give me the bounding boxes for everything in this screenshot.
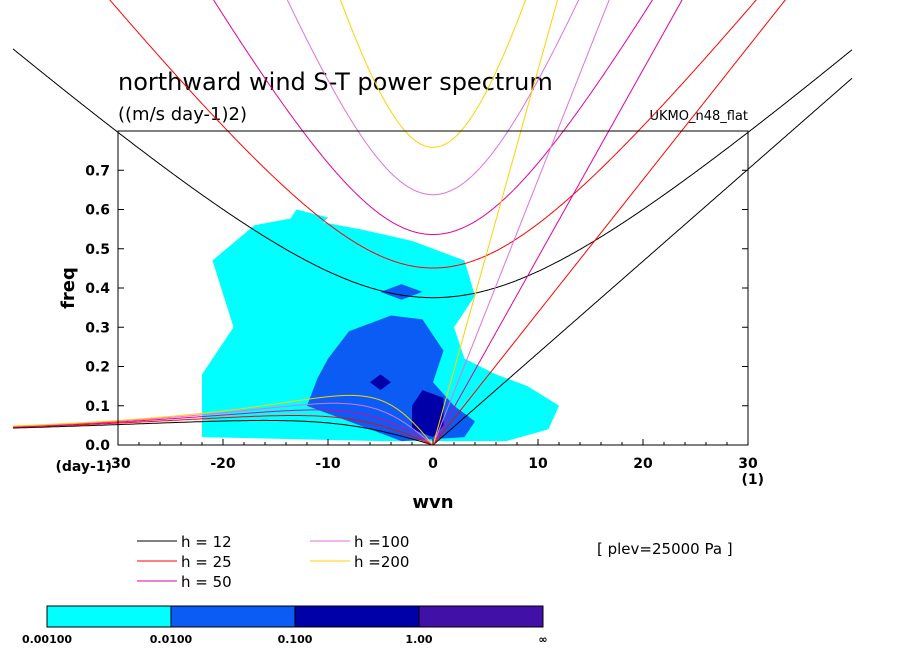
y-tick-label: 0.7 [85, 163, 110, 179]
colorbar: 0.00100 0.0100 0.100 1.00 ∞ [22, 605, 548, 646]
y-axis: 0.0 0.1 0.2 0.3 0.4 0.5 0.6 0.7 [85, 163, 748, 454]
curve-er-h12 [13, 419, 433, 445]
y-tick-label: 0.4 [85, 281, 110, 297]
curve-ig-h100 [286, 0, 580, 196]
model-label: UKMO_n48_flat [649, 109, 748, 124]
colorbar-label-2: 0.100 [278, 633, 313, 646]
x-tick-label: -20 [210, 456, 236, 472]
y-tick-label: 0.3 [85, 320, 110, 336]
x-tick-label: 10 [528, 456, 548, 472]
colorbar-swatch-0 [46, 605, 172, 628]
y-tick-label: 0.5 [85, 242, 110, 258]
y-tick-label: 0.1 [85, 399, 110, 415]
curve-ig-h25 [109, 0, 757, 269]
colorbar-swatch-2 [294, 605, 420, 628]
x-axis-label: wvn [412, 492, 453, 513]
power-contours [202, 209, 559, 442]
curve-kelvin-h50 [432, 0, 683, 445]
legend-label-h12: h = 12 [181, 533, 232, 551]
curve-kelvin-h12 [432, 77, 853, 445]
x-tick-label: 30 [738, 456, 758, 472]
x-tick-label: 20 [633, 456, 653, 472]
curve-er-h200 [12, 394, 433, 445]
curve-kelvin-h100 [432, 0, 610, 445]
power-region-5 [370, 374, 391, 391]
x-tick-label: -10 [315, 456, 341, 472]
colorbar-label-3: 1.00 [405, 633, 432, 646]
y-unit-label: (day-1) [55, 459, 112, 475]
x-tick-label: 0 [428, 456, 438, 472]
x-unit-label: (1) [741, 472, 764, 488]
colorbar-swatch-1 [170, 605, 296, 628]
curve-kelvin-h25 [432, 0, 786, 445]
power-region-1 [286, 209, 328, 230]
y-tick-label: 0.6 [85, 203, 110, 219]
colorbar-swatch-3 [418, 605, 544, 628]
curve-er-h25 [13, 415, 433, 445]
curve-ig-h12 [12, 48, 853, 299]
colorbar-label-0: 0.00100 [22, 633, 72, 646]
chart-title: northward wind S-T power spectrum [118, 68, 553, 96]
y-tick-label: 0.0 [85, 438, 110, 454]
legend-label-h100: h =100 [354, 533, 409, 551]
y-tick-label: 0.2 [85, 360, 110, 376]
curve-kelvin-h200 [432, 0, 559, 445]
colorbar-label-4: ∞ [538, 633, 547, 646]
x-tick-label: -30 [105, 456, 131, 472]
level-annotation: [ plev=25000 Pa ] [597, 540, 733, 558]
curve-er-h50 [12, 409, 433, 445]
y-axis-label: freq [58, 267, 79, 309]
power-region-3 [380, 284, 423, 300]
x-axis: -30 -20 -10 0 10 20 30 [105, 439, 758, 472]
colorbar-label-1: 0.0100 [150, 633, 193, 646]
legend-label-h25: h = 25 [181, 553, 232, 571]
curve-ig-h200 [339, 0, 527, 148]
power-region-4 [412, 390, 444, 438]
curve-legend: h = 12 h = 25 h = 50 h =100 h =200 [137, 533, 409, 591]
legend-label-h200: h =200 [354, 553, 409, 571]
chart-subtitle: ((m/s day-1)2) [118, 104, 247, 125]
curve-ig-h50 [213, 0, 654, 235]
legend-label-h50: h = 50 [181, 573, 232, 591]
dispersion-curves [12, 0, 853, 445]
